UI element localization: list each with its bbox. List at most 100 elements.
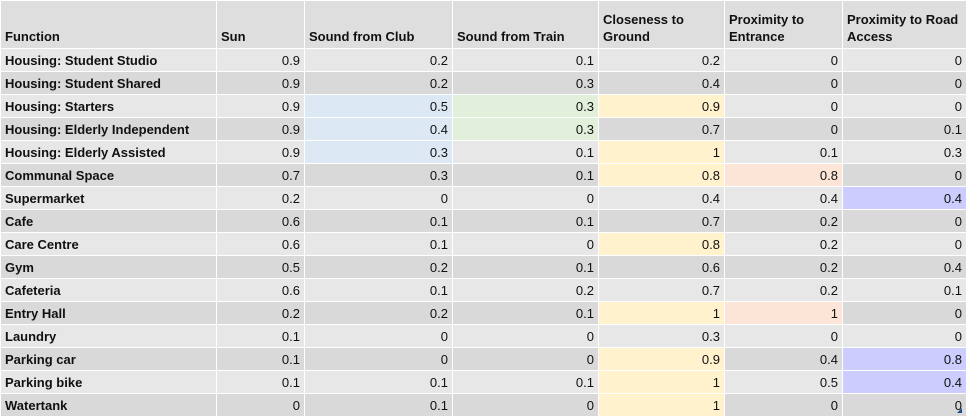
cell-sound-from-club[interactable]: 0.1	[305, 279, 453, 302]
cell-sound-from-club[interactable]: 0.1	[305, 394, 453, 417]
cell-function[interactable]: Supermarket	[1, 187, 217, 210]
cell-sun[interactable]: 0.2	[217, 302, 305, 325]
cell-proximity-to-entrance[interactable]: 0.2	[725, 279, 843, 302]
cell-sound-from-club[interactable]: 0.1	[305, 371, 453, 394]
cell-sound-from-train[interactable]: 0.2	[453, 279, 599, 302]
cell-proximity-to-road-access[interactable]: 0	[843, 95, 966, 118]
cell-closeness-to-ground[interactable]: 0.7	[599, 210, 725, 233]
cell-closeness-to-ground[interactable]: 0.6	[599, 256, 725, 279]
cell-sound-from-train[interactable]: 0.1	[453, 210, 599, 233]
cell-sound-from-club[interactable]: 0	[305, 348, 453, 371]
cell-sound-from-club[interactable]: 0.5	[305, 95, 453, 118]
cell-function[interactable]: Housing: Elderly Assisted	[1, 141, 217, 164]
cell-sound-from-train[interactable]: 0.1	[453, 49, 599, 72]
cell-sound-from-train[interactable]: 0	[453, 233, 599, 256]
cell-proximity-to-entrance[interactable]: 0.5	[725, 371, 843, 394]
cell-function[interactable]: Watertank	[1, 394, 217, 417]
cell-proximity-to-road-access[interactable]: 0	[843, 49, 966, 72]
cell-sound-from-club[interactable]: 0.3	[305, 164, 453, 187]
cell-proximity-to-entrance[interactable]: 1	[725, 302, 843, 325]
cell-proximity-to-road-access[interactable]: 0	[843, 210, 966, 233]
cell-proximity-to-road-access[interactable]: 0.4	[843, 187, 966, 210]
cell-proximity-to-road-access[interactable]: 0.4	[843, 256, 966, 279]
cell-sun[interactable]: 0.6	[217, 279, 305, 302]
cell-closeness-to-ground[interactable]: 0.3	[599, 325, 725, 348]
cell-function[interactable]: Gym	[1, 256, 217, 279]
cell-sound-from-train[interactable]: 0	[453, 348, 599, 371]
cell-function[interactable]: Cafeteria	[1, 279, 217, 302]
cell-sound-from-club[interactable]: 0.2	[305, 302, 453, 325]
cell-proximity-to-entrance[interactable]: 0	[725, 95, 843, 118]
cell-sun[interactable]: 0.9	[217, 72, 305, 95]
cell-proximity-to-entrance[interactable]: 0	[725, 325, 843, 348]
cell-proximity-to-entrance[interactable]: 0	[725, 118, 843, 141]
cell-function[interactable]: Communal Space	[1, 164, 217, 187]
cell-function[interactable]: Laundry	[1, 325, 217, 348]
cell-closeness-to-ground[interactable]: 0.4	[599, 187, 725, 210]
cell-proximity-to-entrance[interactable]: 0.1	[725, 141, 843, 164]
cell-sound-from-train[interactable]: 0.1	[453, 164, 599, 187]
cell-sound-from-club[interactable]: 0.2	[305, 49, 453, 72]
cell-function[interactable]: Entry Hall	[1, 302, 217, 325]
cell-proximity-to-road-access[interactable]: 0.1	[843, 118, 966, 141]
cell-function[interactable]: Parking bike	[1, 371, 217, 394]
cell-sound-from-club[interactable]: 0.2	[305, 256, 453, 279]
cell-sound-from-train[interactable]: 0.3	[453, 118, 599, 141]
cell-proximity-to-road-access[interactable]: 0	[843, 394, 966, 417]
cell-closeness-to-ground[interactable]: 1	[599, 394, 725, 417]
cell-sun[interactable]: 0.6	[217, 210, 305, 233]
cell-function[interactable]: Cafe	[1, 210, 217, 233]
cell-proximity-to-entrance[interactable]: 0.2	[725, 256, 843, 279]
cell-sun[interactable]: 0.9	[217, 141, 305, 164]
cell-proximity-to-road-access[interactable]: 0	[843, 164, 966, 187]
cell-sound-from-train[interactable]: 0.1	[453, 302, 599, 325]
cell-closeness-to-ground[interactable]: 0.7	[599, 279, 725, 302]
cell-function[interactable]: Care Centre	[1, 233, 217, 256]
cell-proximity-to-entrance[interactable]: 0.2	[725, 233, 843, 256]
cell-function[interactable]: Housing: Starters	[1, 95, 217, 118]
cell-closeness-to-ground[interactable]: 1	[599, 141, 725, 164]
cell-closeness-to-ground[interactable]: 0.9	[599, 95, 725, 118]
cell-sound-from-club[interactable]: 0.2	[305, 72, 453, 95]
cell-sound-from-train[interactable]: 0	[453, 325, 599, 348]
cell-sound-from-club[interactable]: 0.3	[305, 141, 453, 164]
cell-proximity-to-entrance[interactable]: 0.8	[725, 164, 843, 187]
cell-sun[interactable]: 0.1	[217, 325, 305, 348]
cell-sun[interactable]: 0.9	[217, 49, 305, 72]
cell-proximity-to-road-access[interactable]: 0	[843, 302, 966, 325]
cell-sound-from-train[interactable]: 0	[453, 394, 599, 417]
cell-sun[interactable]: 0.5	[217, 256, 305, 279]
cell-closeness-to-ground[interactable]: 0.8	[599, 233, 725, 256]
cell-proximity-to-road-access[interactable]: 0	[843, 233, 966, 256]
cell-closeness-to-ground[interactable]: 0.7	[599, 118, 725, 141]
cell-sound-from-train[interactable]: 0.3	[453, 95, 599, 118]
cell-sound-from-club[interactable]: 0.1	[305, 233, 453, 256]
cell-sun[interactable]: 0.9	[217, 95, 305, 118]
cell-closeness-to-ground[interactable]: 0.2	[599, 49, 725, 72]
cell-closeness-to-ground[interactable]: 0.8	[599, 164, 725, 187]
cell-sun[interactable]: 0.7	[217, 164, 305, 187]
resize-handle-icon[interactable]	[957, 408, 962, 413]
cell-function[interactable]: Housing: Elderly Independent	[1, 118, 217, 141]
cell-sound-from-club[interactable]: 0.1	[305, 210, 453, 233]
cell-function[interactable]: Parking car	[1, 348, 217, 371]
cell-closeness-to-ground[interactable]: 0.9	[599, 348, 725, 371]
cell-proximity-to-road-access[interactable]: 0	[843, 72, 966, 95]
cell-sound-from-club[interactable]: 0	[305, 187, 453, 210]
cell-proximity-to-road-access[interactable]: 0.8	[843, 348, 966, 371]
cell-proximity-to-road-access[interactable]: 0	[843, 325, 966, 348]
cell-sound-from-train[interactable]: 0.1	[453, 256, 599, 279]
cell-closeness-to-ground[interactable]: 1	[599, 371, 725, 394]
cell-proximity-to-entrance[interactable]: 0.4	[725, 348, 843, 371]
cell-sound-from-train[interactable]: 0.1	[453, 141, 599, 164]
cell-sound-from-train[interactable]: 0.3	[453, 72, 599, 95]
cell-sun[interactable]: 0.2	[217, 187, 305, 210]
cell-sound-from-train[interactable]: 0.1	[453, 371, 599, 394]
cell-proximity-to-entrance[interactable]: 0	[725, 72, 843, 95]
cell-proximity-to-entrance[interactable]: 0.2	[725, 210, 843, 233]
cell-sun[interactable]: 0	[217, 394, 305, 417]
cell-proximity-to-road-access[interactable]: 0.1	[843, 279, 966, 302]
cell-proximity-to-road-access[interactable]: 0.4	[843, 371, 966, 394]
cell-function[interactable]: Housing: Student Studio	[1, 49, 217, 72]
cell-sound-from-club[interactable]: 0	[305, 325, 453, 348]
